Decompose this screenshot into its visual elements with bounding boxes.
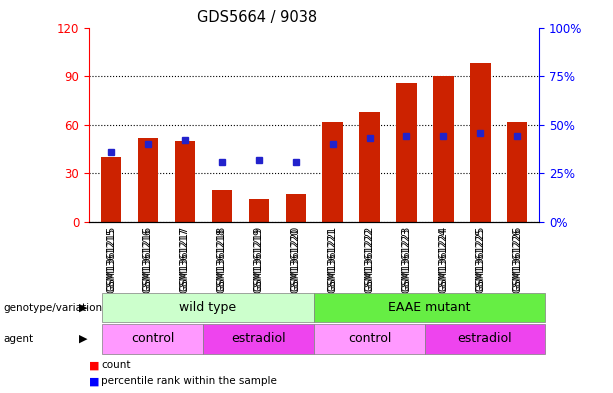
Text: GSM1361226: GSM1361226 — [512, 228, 522, 293]
Text: GSM1361222: GSM1361222 — [365, 226, 375, 291]
Text: GSM1361221: GSM1361221 — [327, 226, 338, 291]
Text: ■: ■ — [89, 360, 99, 371]
Bar — [397, 83, 417, 222]
Bar — [470, 63, 490, 222]
Bar — [322, 121, 343, 222]
Text: GDS5664 / 9038: GDS5664 / 9038 — [197, 10, 318, 25]
Text: wild type: wild type — [180, 301, 237, 314]
Text: ■: ■ — [89, 376, 99, 386]
Bar — [425, 324, 545, 354]
Text: GSM1361220: GSM1361220 — [291, 228, 301, 293]
Bar — [138, 138, 158, 222]
Text: estradiol: estradiol — [458, 332, 512, 345]
Text: control: control — [348, 332, 391, 345]
Text: GSM1361223: GSM1361223 — [402, 226, 411, 291]
Text: EAAE mutant: EAAE mutant — [388, 301, 471, 314]
Text: genotype/variation: genotype/variation — [3, 303, 102, 312]
Text: GSM1361215: GSM1361215 — [106, 226, 116, 291]
Text: GSM1361225: GSM1361225 — [475, 226, 485, 291]
Bar — [211, 189, 232, 222]
Text: GSM1361225: GSM1361225 — [475, 228, 485, 293]
Text: GSM1361219: GSM1361219 — [254, 228, 264, 293]
Text: GSM1361217: GSM1361217 — [180, 226, 190, 291]
Text: GSM1361224: GSM1361224 — [438, 228, 449, 293]
Text: ▶: ▶ — [78, 303, 87, 312]
Text: GSM1361224: GSM1361224 — [438, 226, 449, 291]
Text: GSM1361216: GSM1361216 — [143, 226, 153, 290]
Text: GSM1361221: GSM1361221 — [327, 228, 338, 293]
Bar — [249, 199, 269, 222]
Text: GSM1361219: GSM1361219 — [254, 226, 264, 290]
Bar — [314, 293, 545, 322]
Bar — [102, 293, 314, 322]
Text: GSM1361226: GSM1361226 — [512, 226, 522, 291]
Text: GSM1361218: GSM1361218 — [217, 228, 227, 293]
Bar — [101, 157, 121, 222]
Bar — [102, 324, 204, 354]
Text: GSM1361220: GSM1361220 — [291, 226, 301, 291]
Bar — [286, 195, 306, 222]
Bar — [204, 324, 314, 354]
Text: count: count — [101, 360, 131, 371]
Text: GSM1361222: GSM1361222 — [365, 228, 375, 293]
Bar — [175, 141, 195, 222]
Text: percentile rank within the sample: percentile rank within the sample — [101, 376, 277, 386]
Text: GSM1361217: GSM1361217 — [180, 228, 190, 293]
Text: ▶: ▶ — [78, 334, 87, 344]
Text: GSM1361215: GSM1361215 — [106, 228, 116, 293]
Text: agent: agent — [3, 334, 33, 344]
Text: GSM1361218: GSM1361218 — [217, 226, 227, 290]
Bar — [507, 121, 527, 222]
Text: estradiol: estradiol — [232, 332, 286, 345]
Bar — [359, 112, 379, 222]
Bar — [433, 76, 454, 222]
Text: GSM1361223: GSM1361223 — [402, 228, 411, 293]
Text: control: control — [131, 332, 174, 345]
Text: GSM1361216: GSM1361216 — [143, 228, 153, 293]
Bar — [314, 324, 425, 354]
